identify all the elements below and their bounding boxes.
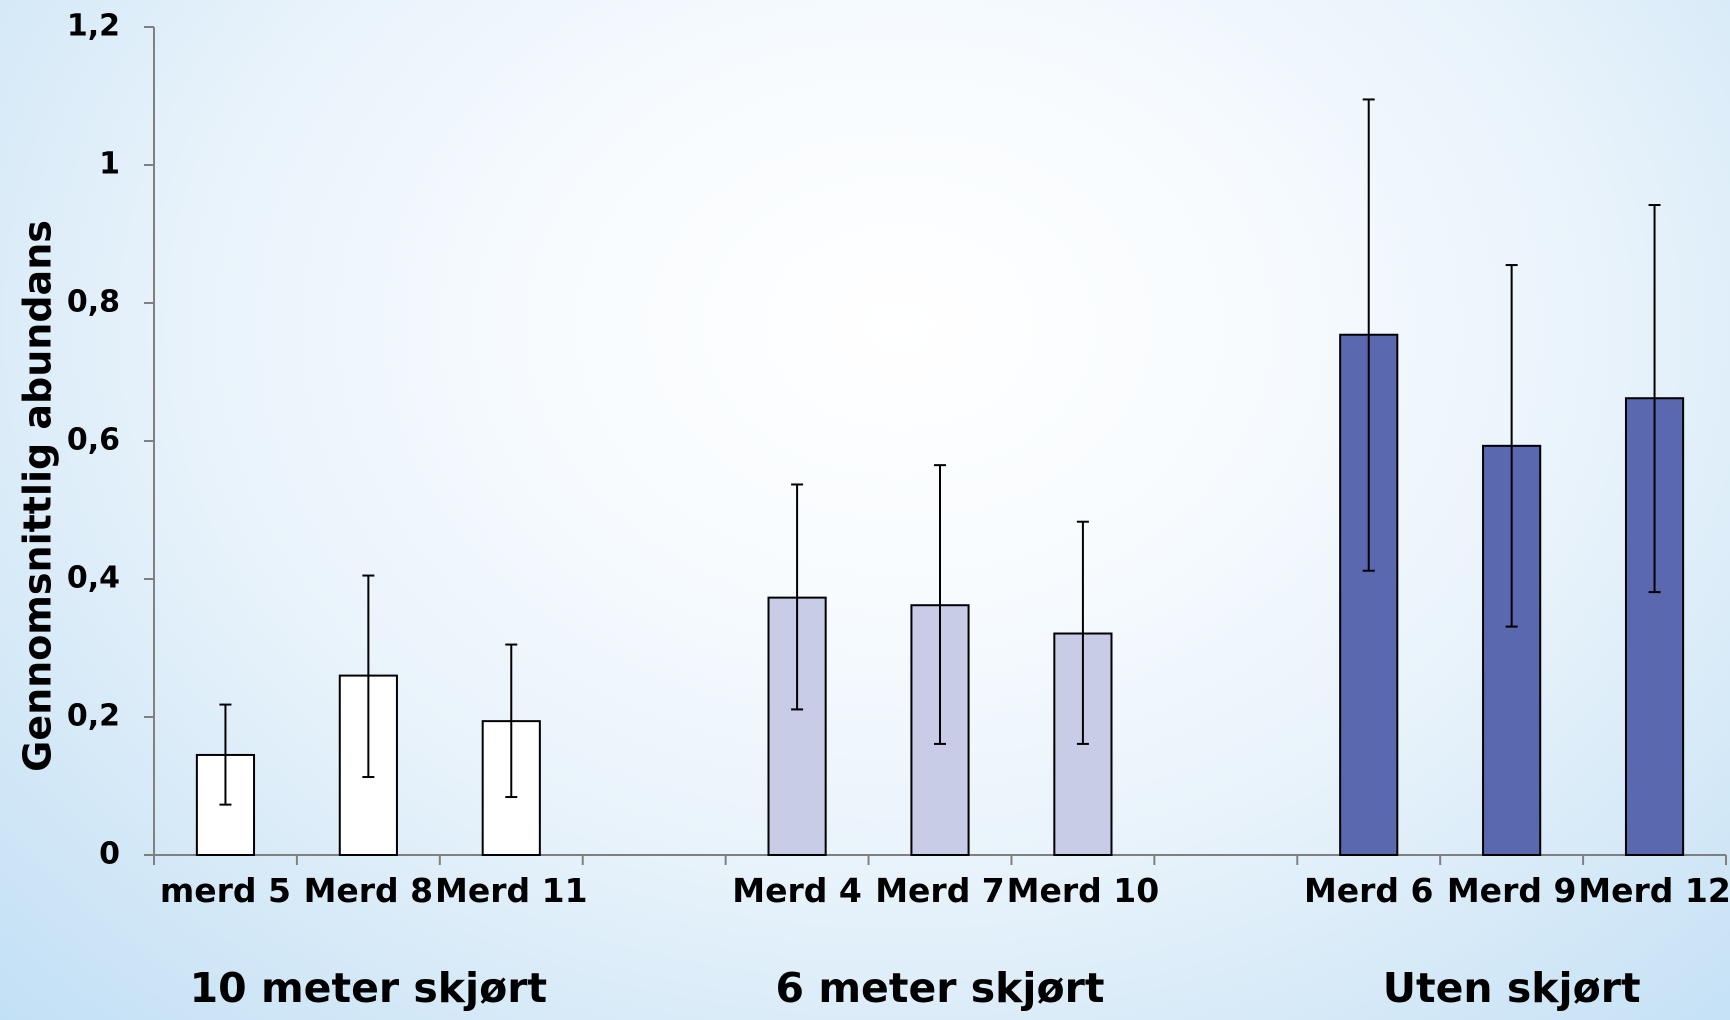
x-axis: [153, 854, 1727, 865]
group-label: 6 meter skjørt: [776, 964, 1105, 1012]
x-category-label: Merd 11: [435, 871, 588, 910]
bars: [195, 333, 1685, 857]
y-tick-label: 0: [99, 837, 120, 872]
error-bars: [219, 98, 1661, 806]
y-axis: 0 0,2 0,4 0,6 0,8 1 1,2: [67, 9, 155, 872]
x-category-label: Merd 10: [1007, 871, 1160, 910]
category-labels: merd 5 Merd 8 Merd 11 Merd 4 Merd 7 Merd 10 Me…: [160, 871, 1730, 1012]
y-tick-label: 0,6: [67, 423, 120, 458]
y-tick-label: 1: [99, 147, 120, 182]
group-label: Uten skjørt: [1383, 964, 1641, 1012]
x-category-label: Merd 4: [732, 871, 862, 910]
y-tick-label: 0,8: [67, 285, 120, 320]
group-label: 10 meter skjørt: [190, 964, 547, 1012]
y-tick-label: 0,2: [67, 699, 120, 734]
y-tick-label: 0,4: [67, 561, 120, 596]
y-axis-title: Gennomsnittlig abundans: [16, 220, 60, 772]
y-tick-label: 1,2: [67, 9, 120, 44]
x-category-label: Merd 12: [1578, 871, 1730, 910]
x-category-label: Merd 9: [1447, 871, 1577, 910]
x-category-label: Merd 6: [1304, 871, 1434, 910]
x-category-label: Merd 7: [875, 871, 1005, 910]
x-category-label: merd 5: [160, 871, 291, 910]
x-category-label: Merd 8: [304, 871, 434, 910]
